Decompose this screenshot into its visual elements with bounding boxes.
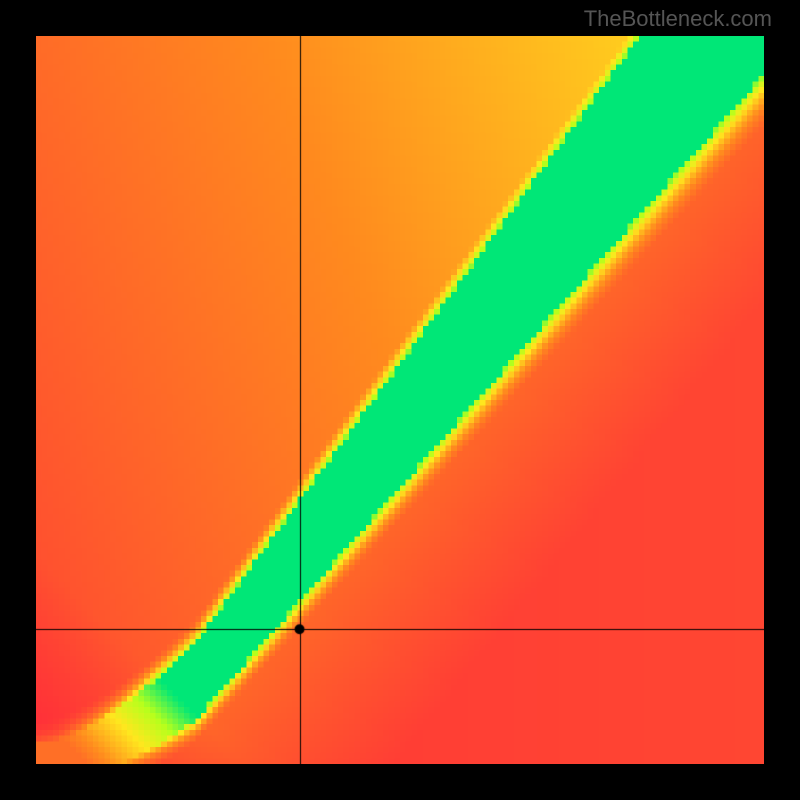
watermark-text: TheBottleneck.com [584,6,772,32]
plot-container: TheBottleneck.com [0,0,800,800]
bottleneck-heatmap [36,36,764,764]
